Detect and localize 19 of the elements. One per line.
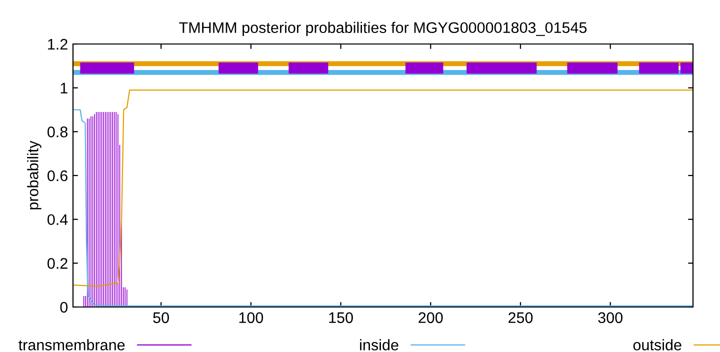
line-series <box>73 89 693 287</box>
y-tick-label: 0.8 <box>48 126 68 138</box>
x-tick-label: 300 <box>598 312 622 324</box>
y-tick-label: 0 <box>60 302 68 313</box>
x-tick-label: 100 <box>239 312 264 324</box>
legend-label: outside <box>633 339 682 350</box>
legend-label: transmembrane <box>18 339 125 350</box>
x-tick-label: 50 <box>153 312 169 324</box>
x-tick-label: 250 <box>508 312 533 324</box>
x-tick-label: 150 <box>329 312 353 324</box>
y-tick-label: 1.2 <box>48 38 68 50</box>
chart-title: TMHMM posterior probabilities for MGYG000001803_01545 <box>179 22 587 36</box>
y-tick-label: 0.4 <box>48 214 68 226</box>
y-tick-label: 0.2 <box>48 258 68 269</box>
y-tick-label: 0.6 <box>48 170 68 182</box>
y-axis-title: probability <box>27 140 42 210</box>
x-tick-label: 200 <box>418 312 443 324</box>
y-tick-label: 1 <box>60 82 68 94</box>
legend-label: inside <box>360 339 398 350</box>
